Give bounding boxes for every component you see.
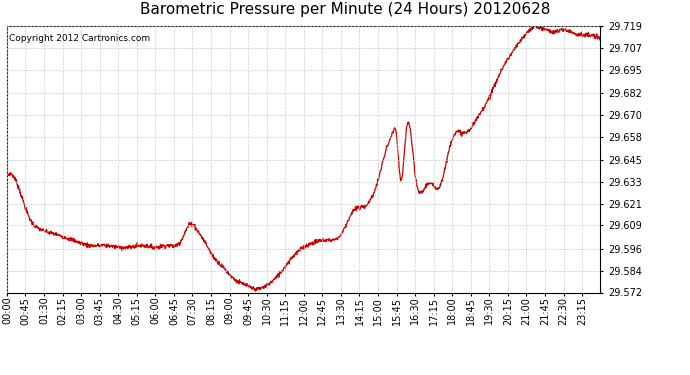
Text: Barometric Pressure per Minute (24 Hours) 20120628: Barometric Pressure per Minute (24 Hours… xyxy=(140,2,550,17)
Text: Copyright 2012 Cartronics.com: Copyright 2012 Cartronics.com xyxy=(9,34,150,43)
